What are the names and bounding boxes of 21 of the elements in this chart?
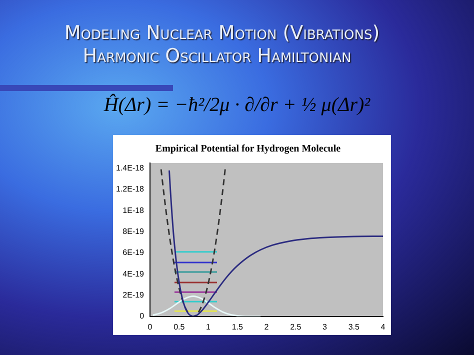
y-tick-label: 8E-19 — [122, 226, 145, 236]
x-tick-label: 2 — [264, 322, 270, 332]
x-tick-label: 2.5 — [290, 322, 302, 332]
y-tick-label: 2E-19 — [122, 290, 145, 300]
x-tick-label: 0 — [148, 322, 153, 332]
y-tick-label: 1E-18 — [122, 206, 145, 215]
text: Harmonic Oscillator Hamiltonian — [82, 45, 352, 67]
y-tick-label: 0 — [140, 312, 145, 321]
x-tick-label: 3 — [322, 322, 328, 332]
x-tick-label: 1 — [206, 322, 212, 332]
y-tick-label: 6E-19 — [122, 248, 145, 258]
text: Modeling Nuclear Motion (Vibrations) — [63, 22, 381, 44]
y-tick-label: 1.4E-18 — [116, 163, 145, 172]
chart-title: Empirical Potential for Hydrogen Molecule — [155, 144, 342, 155]
text: Ĥ(Δr) = −ħ²/2μ · ∂/∂r + ½ μ(Δr)² — [102, 94, 372, 117]
y-tick-label: 4E-19 — [122, 269, 145, 278]
y-tick-label: 1.2E-18 — [116, 184, 145, 194]
x-tick-label: 1.5 — [232, 322, 244, 332]
x-tick-label: 4 — [380, 322, 386, 332]
x-tick-label: 0.5 — [174, 322, 186, 332]
x-tick-label: 3.5 — [348, 322, 360, 332]
